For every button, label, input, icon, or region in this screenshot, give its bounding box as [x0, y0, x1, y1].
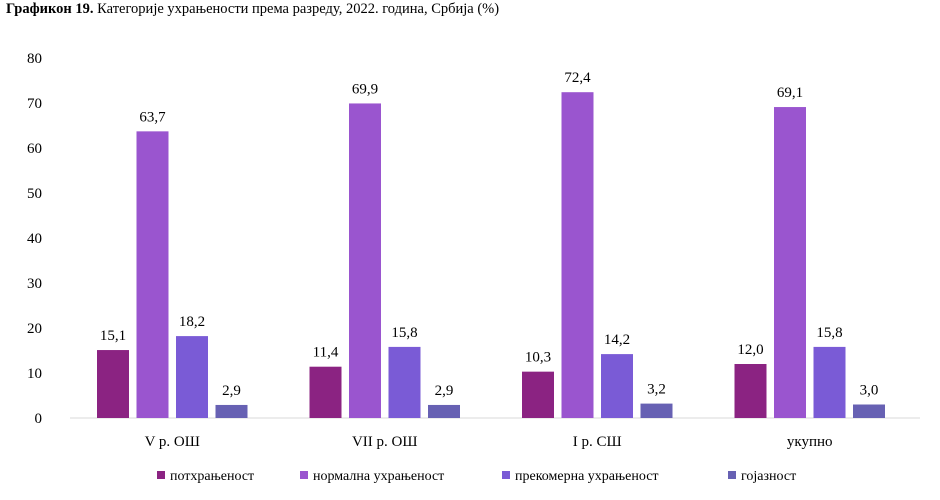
bar — [176, 336, 208, 418]
bar — [734, 364, 767, 418]
data-label: 2,9 — [222, 383, 241, 399]
y-tick-label: 10 — [27, 366, 42, 382]
data-label: 15,8 — [816, 325, 842, 341]
chart-title: Графикон 19. Категорије ухрањености прем… — [6, 1, 499, 18]
legend-swatch — [300, 471, 308, 479]
data-label: 72,4 — [564, 70, 591, 86]
data-label: 11,4 — [313, 345, 339, 361]
y-tick-label: 20 — [27, 321, 42, 337]
data-label: 14,2 — [604, 332, 630, 348]
bar — [813, 346, 846, 418]
bar — [388, 346, 421, 418]
chart-title-prefix: Графикон 19. — [6, 1, 94, 17]
legend-swatch — [728, 471, 736, 479]
legend-label: гојазност — [741, 469, 796, 484]
data-labels: 15,1 63,7 18,2 2,9 11,4 69,9 15,8 2,9 10,3 72,4 14… — [100, 70, 879, 399]
bar — [640, 403, 673, 418]
data-label: 63,7 — [139, 109, 166, 125]
x-axis-categories: V р. ОШ VII р. ОШ I р. СШ укупно — [145, 434, 833, 450]
bar — [97, 350, 129, 418]
legend: потхрањеност нормална ухрањеност прекомерн… — [157, 469, 796, 484]
x-tick-label: VII р. ОШ — [352, 434, 418, 450]
x-tick-label: V р. ОШ — [145, 434, 200, 450]
data-label: 69,9 — [352, 81, 378, 97]
data-label: 18,2 — [179, 314, 205, 330]
bar — [601, 354, 633, 418]
bar — [561, 92, 594, 418]
bar — [522, 371, 554, 418]
y-axis: 0 10 20 30 40 50 60 70 80 — [27, 51, 42, 427]
y-tick-label: 70 — [27, 96, 42, 112]
chart-title-text: Категорије ухрањености према разреду, 20… — [97, 1, 500, 17]
bar — [349, 103, 381, 418]
data-label: 3,0 — [860, 383, 879, 399]
y-tick-label: 40 — [27, 231, 42, 247]
bar — [309, 366, 342, 418]
x-tick-label: I р. СШ — [573, 434, 622, 450]
data-label: 12,0 — [737, 342, 763, 358]
data-label: 2,9 — [435, 383, 454, 399]
data-label: 10,3 — [525, 350, 551, 366]
y-tick-label: 80 — [27, 51, 42, 67]
legend-label: потхрањеност — [170, 469, 254, 484]
bar — [853, 404, 885, 418]
y-tick-label: 0 — [35, 411, 43, 427]
legend-label: прекомерна ухрањеност — [515, 469, 659, 484]
legend-label: нормална ухрањеност — [313, 469, 444, 484]
y-tick-label: 50 — [27, 186, 42, 202]
bar — [136, 131, 169, 418]
x-tick-label: укупно — [787, 434, 833, 450]
data-label: 69,1 — [777, 85, 803, 101]
legend-swatch — [157, 471, 165, 479]
bar — [774, 107, 806, 419]
y-tick-label: 30 — [27, 276, 42, 292]
data-label: 15,1 — [100, 328, 126, 344]
bar — [215, 404, 248, 418]
y-tick-label: 60 — [27, 141, 42, 157]
data-label: 3,2 — [647, 382, 666, 398]
legend-swatch — [502, 471, 510, 479]
bars — [97, 92, 885, 419]
bar — [428, 404, 460, 418]
data-label: 15,8 — [391, 325, 417, 341]
